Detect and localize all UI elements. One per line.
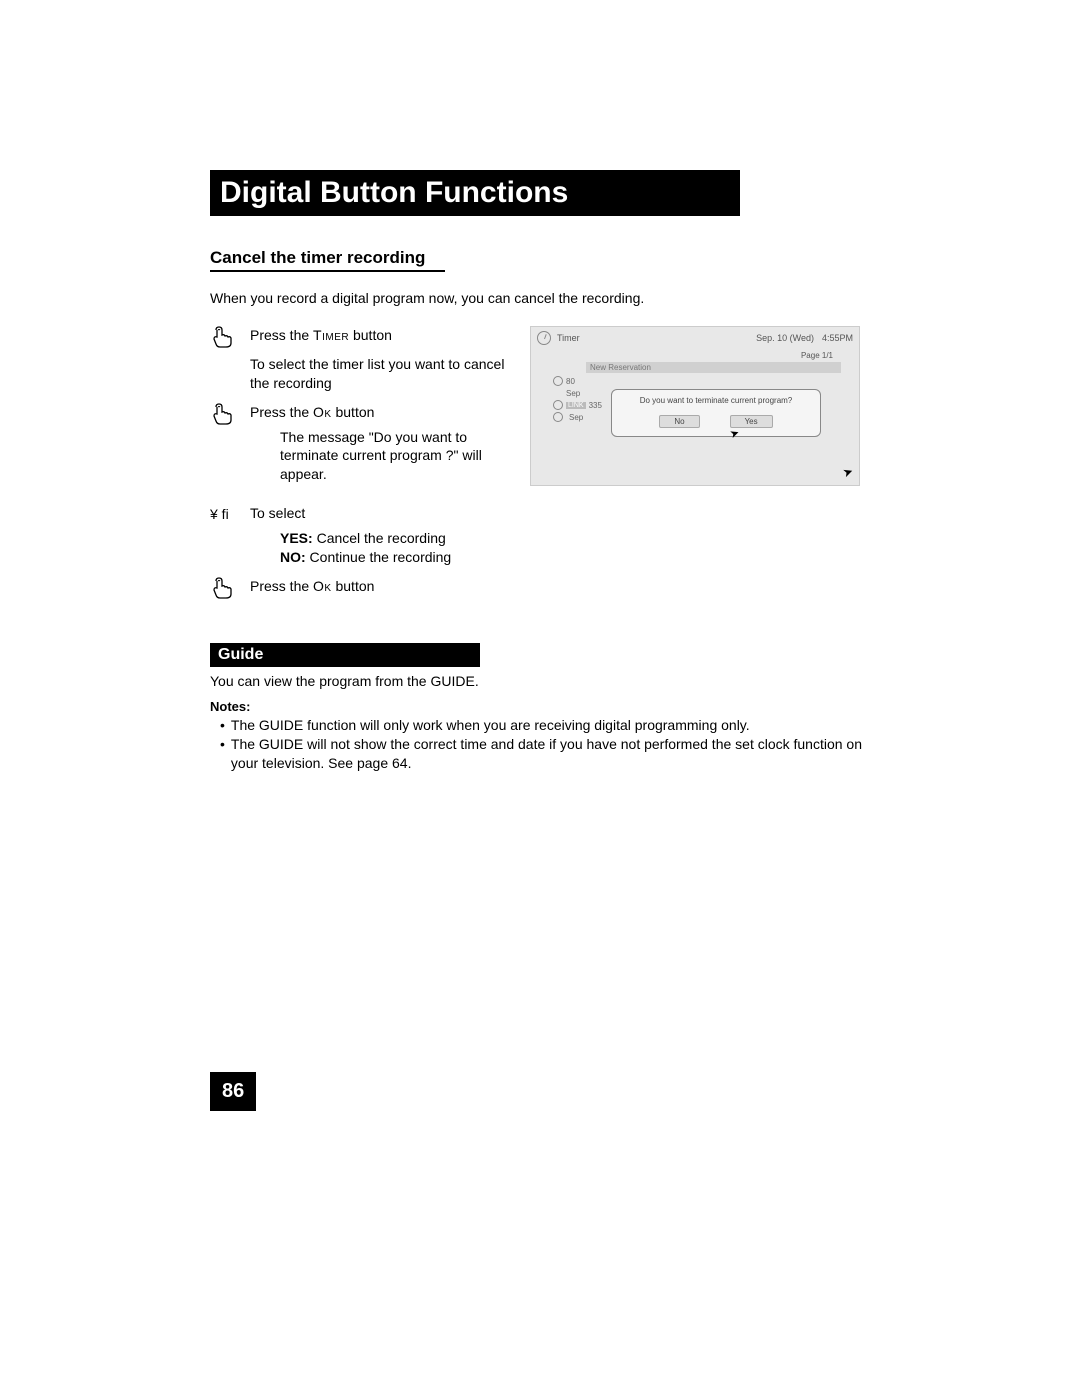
step4-button-name: Ok [313, 578, 332, 594]
page-number: 86 [210, 1072, 256, 1111]
note-2: The GUIDE will not show the correct time… [231, 735, 870, 773]
tv-dialog-message: Do you want to terminate current program… [620, 396, 812, 405]
section-heading-cancel: Cancel the timer recording [210, 248, 445, 272]
section-intro: When you record a digital program now, y… [210, 290, 870, 306]
clock-icon [537, 331, 551, 345]
step2-sub: The message "Do you want to terminate cu… [280, 428, 520, 485]
tv-title: Timer [557, 333, 756, 343]
tv-date: Sep. 10 (Wed) [756, 333, 814, 343]
tv-page-indicator: Page 1/1 [531, 349, 859, 362]
tv-link-badge: LINK [566, 402, 586, 409]
press-icon [210, 326, 250, 348]
tv-time: 4:55PM [822, 333, 853, 343]
cursor-icon: ➤ [841, 464, 855, 481]
step3-yes: Cancel the recording [313, 530, 446, 546]
step1-text-b: button [349, 327, 392, 343]
step-1: Press the Timer button To select the tim… [210, 326, 520, 393]
step3-text: To select [250, 505, 305, 521]
step2-button-name: Ok [313, 404, 332, 420]
notes-list: The GUIDE function will only work when y… [210, 716, 870, 773]
section-heading-guide: Guide [210, 643, 480, 667]
press-icon [210, 577, 250, 599]
cursor-icon: ➤ [728, 426, 741, 441]
note-1: The GUIDE function will only work when y… [231, 716, 750, 735]
step2-text-b: button [332, 404, 375, 420]
tv-dialog-no-button[interactable]: No [659, 415, 699, 428]
page-title: Digital Button Functions [210, 170, 740, 216]
step1-text-a: Press the [250, 327, 313, 343]
guide-text: You can view the program from the GUIDE. [210, 673, 870, 689]
step3-no: Continue the recording [306, 549, 452, 565]
step1-sub: To select the timer list you want to can… [250, 355, 520, 393]
tv-new-reservation: New Reservation [586, 362, 841, 373]
step1-button-name: Timer [313, 327, 349, 343]
step3-yes-label: YES: [280, 530, 313, 546]
notes-label: Notes: [210, 699, 870, 714]
step3-no-label: NO: [280, 549, 306, 565]
step-3: ¥ fi To select YES: Cancel the recording… [210, 504, 520, 567]
step-2: Press the Ok button The message "Do you … [210, 403, 520, 485]
tv-dialog: Do you want to terminate current program… [611, 389, 821, 437]
step4-text-b: button [332, 578, 375, 594]
steps-column: Press the Timer button To select the tim… [210, 326, 520, 609]
step4-text-a: Press the [250, 578, 313, 594]
tv-screenshot: Timer Sep. 10 (Wed) 4:55PM Page 1/1 New … [530, 326, 860, 486]
press-icon [210, 403, 250, 425]
arrow-icon: ¥ fi [210, 504, 250, 522]
step2-text-a: Press the [250, 404, 313, 420]
step-4: Press the Ok button [210, 577, 520, 599]
